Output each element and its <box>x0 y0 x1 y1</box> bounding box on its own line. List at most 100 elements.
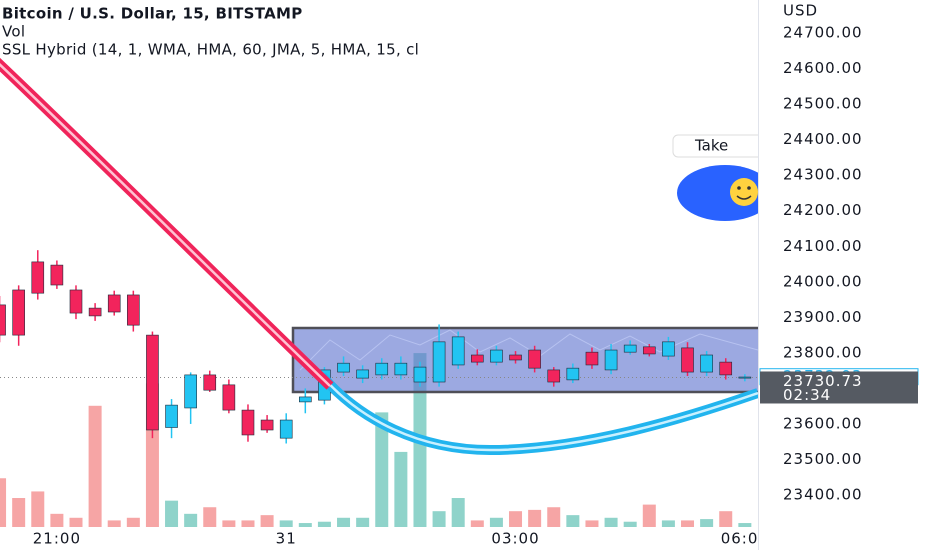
y-tick-label: 24600.00 <box>783 59 863 77</box>
volume-bar <box>700 519 714 527</box>
ssl-trend-inner <box>0 63 331 387</box>
candle-body <box>547 369 561 383</box>
volume-bar <box>681 520 695 527</box>
candle-body <box>528 349 541 369</box>
candle-body <box>222 384 236 411</box>
x-tick-label: 06:00 <box>721 530 769 548</box>
candle-body <box>279 419 293 439</box>
y-tick-label: 24400.00 <box>783 130 863 148</box>
volume-bar <box>260 515 274 527</box>
candle-body <box>585 351 599 366</box>
candle-body <box>88 307 102 317</box>
volume-bar <box>50 513 64 527</box>
price-axis-panel <box>758 0 932 550</box>
volume-bar <box>165 500 179 527</box>
volume-bar <box>642 504 656 527</box>
volume-bar <box>604 517 618 527</box>
candle-body <box>738 376 752 379</box>
chart-title: Bitcoin / U.S. Dollar, 15, BITSTAMP <box>2 5 303 23</box>
candle-body <box>490 349 503 363</box>
volume-bar <box>317 521 331 527</box>
volume-bar <box>12 498 26 527</box>
candle-body <box>165 404 178 428</box>
volume-bar <box>184 513 198 527</box>
volume-bar <box>0 478 7 527</box>
x-tick-label: 21:00 <box>33 530 81 548</box>
candle-body <box>451 336 465 366</box>
volume-bar <box>107 520 121 527</box>
candle-body <box>69 289 83 314</box>
y-axis-label: USD <box>783 2 818 20</box>
candle-body <box>356 369 369 379</box>
candle-body <box>394 362 408 376</box>
candle-body <box>681 347 694 373</box>
volume-bar <box>547 507 561 527</box>
countdown-label: 02:34 <box>783 386 831 404</box>
y-tick-label: 23500.00 <box>783 450 863 468</box>
range-box <box>291 326 758 394</box>
smiley-face <box>730 178 758 206</box>
x-tick-label: 31 <box>276 530 297 548</box>
volume-bar <box>31 491 45 527</box>
candle-body <box>0 304 6 336</box>
x-tick-label: 03:00 <box>491 530 539 548</box>
indicator-legend: SSL Hybrid (14, 1, WMA, HMA, 60, JMA, 5,… <box>2 41 419 59</box>
candle-body <box>299 396 312 403</box>
smiley-mouth <box>736 195 752 200</box>
volume-bar <box>719 511 733 527</box>
candle-body <box>604 349 618 371</box>
candle-body <box>50 264 64 286</box>
y-tick-label: 24200.00 <box>783 201 863 219</box>
last-price-box <box>760 371 918 404</box>
volume-bar <box>394 451 408 527</box>
volume-bar <box>432 511 446 527</box>
candle-body <box>12 289 25 336</box>
volume-bar <box>222 520 236 527</box>
y-tick-label: 24700.00 <box>783 24 863 42</box>
candle-body <box>471 354 484 363</box>
volume-bar <box>241 520 255 527</box>
volume-bar <box>566 515 580 527</box>
take-button-label[interactable]: Take <box>694 137 728 155</box>
y-tick-label: 24500.00 <box>783 95 863 113</box>
candle-body <box>31 261 45 294</box>
candle-body <box>337 362 350 373</box>
volume-bar <box>738 523 752 527</box>
volume-bar <box>585 520 599 527</box>
volume-bar <box>298 523 312 527</box>
volume-bar <box>356 517 370 527</box>
volume-bar <box>69 517 83 527</box>
candle-body <box>127 294 140 326</box>
volume-legend: Vol <box>2 23 25 41</box>
candle-layer <box>0 250 752 444</box>
candle-body <box>662 341 675 357</box>
y-tick-label: 23800.00 <box>783 343 863 361</box>
volume-bar <box>279 520 293 527</box>
y-tick-label: 24100.00 <box>783 237 863 255</box>
candle-body <box>375 362 389 376</box>
smiley-eye <box>737 186 741 190</box>
assistant-bubble[interactable] <box>677 165 773 221</box>
candle-body <box>623 344 637 353</box>
volume-bar <box>661 520 675 527</box>
candle-body <box>107 294 121 313</box>
take-button[interactable] <box>672 134 783 158</box>
volume-bar <box>375 412 389 527</box>
plot-area: 21:00 31 03:00 06:00 Take Bitcoin / U.S. Do… <box>0 5 783 548</box>
volume-bar <box>88 405 102 527</box>
volume-bar <box>126 517 140 527</box>
candle-body <box>642 346 656 355</box>
candle-body <box>413 366 427 383</box>
y-tick-label: 23900.00 <box>783 308 863 326</box>
candle-body <box>566 367 580 381</box>
candle-body <box>509 354 522 361</box>
volume-bar <box>528 509 542 527</box>
ssl-baseline-inner <box>321 375 758 452</box>
volume-bar <box>470 520 484 527</box>
candle-body <box>700 354 713 373</box>
last-price-label: 23730.73 <box>783 372 863 390</box>
volume-bar <box>509 511 523 527</box>
volume-layer <box>0 353 752 527</box>
